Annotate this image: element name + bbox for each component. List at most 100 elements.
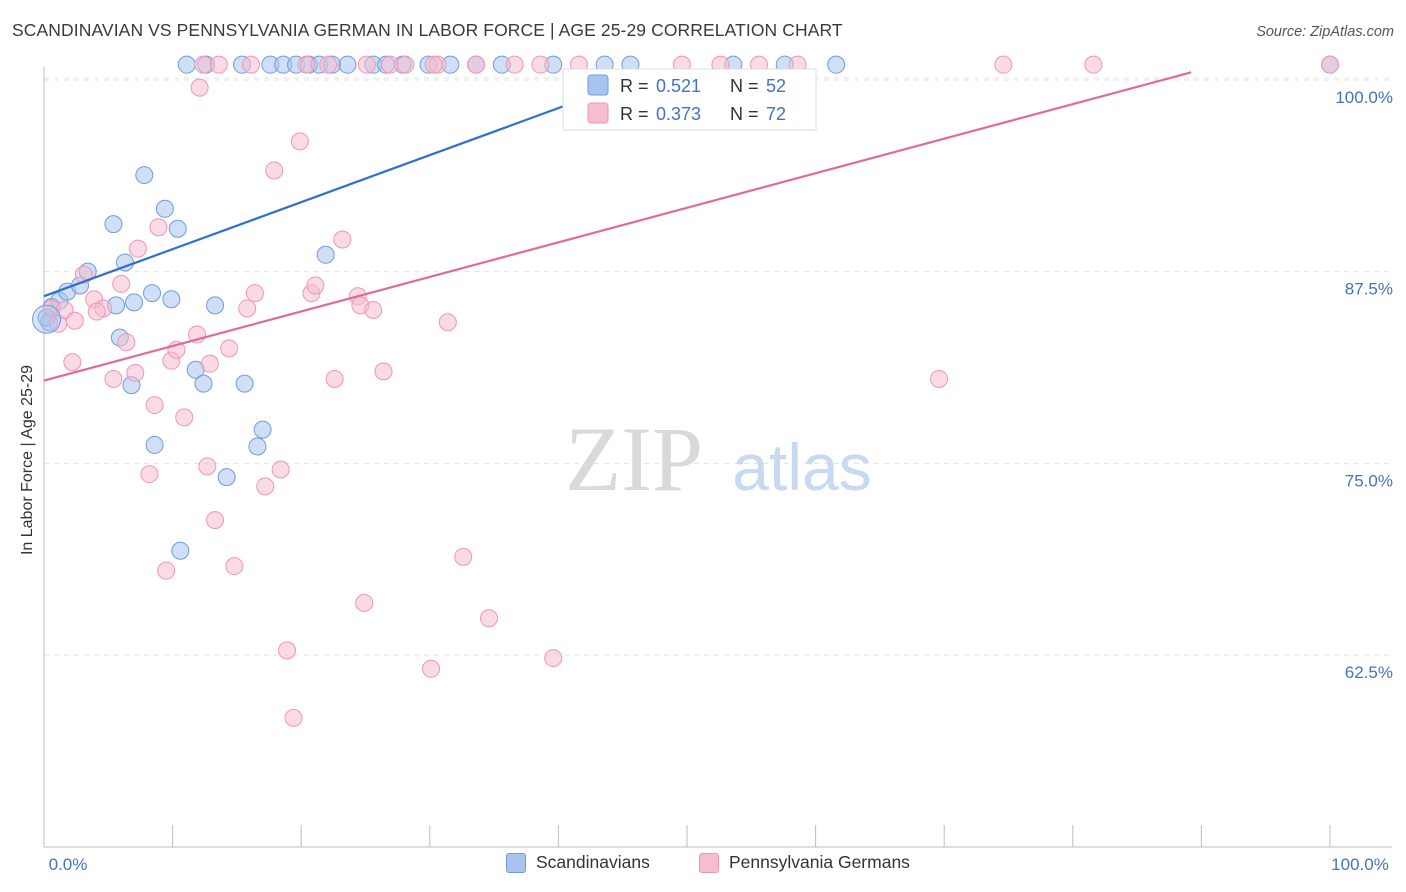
- data-points: [32, 55, 1339, 727]
- watermark: ZIP atlas: [565, 408, 872, 510]
- point-pennsylvania-germans: [357, 55, 376, 74]
- point-pennsylvania-germans: [1084, 55, 1103, 74]
- y-tick-label: 100.0%: [1335, 88, 1393, 107]
- point-pennsylvania-germans: [245, 284, 264, 303]
- point-pennsylvania-germans: [126, 363, 145, 382]
- point-pennsylvania-germans: [145, 396, 164, 415]
- trend-line-pennsylvania-germans: [43, 71, 1192, 382]
- point-pennsylvania-germans: [380, 55, 399, 74]
- point-pennsylvania-germans: [333, 230, 352, 249]
- point-scandinavians: [248, 437, 267, 456]
- point-scandinavians: [155, 199, 174, 218]
- point-pennsylvania-germans: [238, 299, 257, 318]
- inset-n-value-1: 52: [766, 76, 786, 96]
- point-pennsylvania-germans: [396, 55, 415, 74]
- point-pennsylvania-germans: [157, 561, 176, 580]
- inset-n-label-2: N =: [730, 104, 759, 124]
- point-scandinavians: [827, 55, 846, 74]
- point-pennsylvania-germans: [206, 511, 225, 530]
- point-pennsylvania-germans: [531, 55, 550, 74]
- point-pennsylvania-germans: [175, 408, 194, 427]
- trend-lines: [43, 71, 1192, 382]
- y-tick-label: 87.5%: [1345, 280, 1393, 299]
- inset-r-value-2: 0.373: [656, 104, 701, 124]
- point-scandinavians: [253, 420, 272, 439]
- point-pennsylvania-germans: [112, 274, 131, 293]
- point-scandinavians: [135, 166, 154, 185]
- point-pennsylvania-germans: [190, 78, 209, 97]
- point-scandinavians: [217, 468, 236, 487]
- point-pennsylvania-germans: [128, 239, 147, 258]
- point-scandinavians: [316, 245, 335, 264]
- point-pennsylvania-germans: [265, 161, 284, 180]
- point-pennsylvania-germans: [467, 55, 486, 74]
- point-pennsylvania-germans: [364, 301, 383, 319]
- legend-item-scandinavians[interactable]: Scandinavians: [506, 852, 650, 873]
- source-label: Source: ZipAtlas.com: [1256, 24, 1394, 40]
- legend-swatch-scandinavians: [506, 852, 526, 873]
- point-pennsylvania-germans: [325, 370, 344, 388]
- point-scandinavians: [338, 55, 357, 74]
- point-scandinavians: [145, 435, 164, 454]
- point-pennsylvania-germans: [87, 302, 106, 321]
- point-pennsylvania-germans: [297, 55, 316, 74]
- point-pennsylvania-germans: [438, 313, 457, 332]
- grid-lines: [44, 77, 1392, 656]
- point-pennsylvania-germans: [479, 609, 498, 628]
- axes: [43, 67, 1392, 848]
- inset-r-label-2: R =: [620, 104, 649, 124]
- point-pennsylvania-germans: [278, 641, 297, 660]
- legend-item-pennsylvania-germans[interactable]: Pennsylvania Germans: [699, 852, 910, 873]
- point-pennsylvania-germans: [319, 55, 338, 74]
- point-scandinavians-cluster: [32, 304, 62, 334]
- point-pennsylvania-germans: [194, 55, 213, 74]
- tick-labels: 100.0% 87.5% 75.0% 62.5% 0.0% 100.0%: [49, 88, 1393, 874]
- point-pennsylvania-germans: [63, 353, 82, 372]
- x-tick-label-min: 0.0%: [49, 855, 88, 874]
- y-tick-label: 75.0%: [1345, 471, 1393, 490]
- point-pennsylvania-germans: [149, 218, 168, 237]
- point-pennsylvania-germans: [544, 649, 563, 668]
- point-pennsylvania-germans: [200, 354, 219, 373]
- legend-label-scandinavians: Scandinavians: [536, 852, 650, 872]
- inset-n-value-2: 72: [766, 104, 786, 124]
- point-scandinavians: [125, 293, 144, 312]
- legend-label-pennsylvania-germans: Pennsylvania Germans: [729, 852, 910, 872]
- point-pennsylvania-germans: [209, 55, 228, 74]
- point-pennsylvania-germans: [994, 55, 1013, 74]
- point-pennsylvania-germans: [454, 547, 473, 566]
- point-pennsylvania-germans: [140, 465, 159, 484]
- point-scandinavians: [177, 55, 196, 74]
- point-scandinavians: [194, 374, 213, 393]
- point-pennsylvania-germans: [290, 132, 309, 151]
- point-pennsylvania-germans: [930, 370, 949, 388]
- point-pennsylvania-germans: [65, 311, 84, 330]
- x-tick-label-max: 100.0%: [1331, 855, 1389, 874]
- point-scandinavians: [171, 541, 190, 560]
- point-pennsylvania-germans: [422, 659, 441, 678]
- point-pennsylvania-germans: [117, 333, 136, 352]
- point-scandinavians: [143, 284, 162, 303]
- point-scandinavians: [168, 219, 187, 238]
- point-pennsylvania-germans: [256, 477, 275, 496]
- point-scandinavians: [235, 374, 254, 393]
- point-pennsylvania-germans: [284, 708, 303, 727]
- point-pennsylvania-germans: [242, 55, 261, 74]
- watermark-zip: ZIP: [565, 408, 703, 510]
- inset-swatch-scandinavians: [587, 74, 609, 96]
- point-pennsylvania-germans: [306, 276, 325, 295]
- inset-swatch-pennsylvania-germans: [587, 102, 609, 124]
- legend-swatch-pennsylvania-germans: [699, 852, 719, 873]
- inset-r-label-1: R =: [620, 76, 649, 96]
- chart-title: SCANDINAVIAN VS PENNSYLVANIA GERMAN IN L…: [12, 20, 843, 40]
- point-pennsylvania-germans: [355, 593, 374, 612]
- point-pennsylvania-germans: [1321, 55, 1339, 74]
- bottom-legend: Scandinavians Pennsylvania Germans: [0, 852, 1406, 876]
- trend-line-scandinavians: [43, 71, 657, 298]
- point-pennsylvania-germans: [374, 362, 393, 381]
- point-pennsylvania-germans: [104, 370, 123, 388]
- watermark-atlas: atlas: [732, 430, 871, 504]
- point-pennsylvania-germans: [271, 460, 290, 479]
- point-scandinavians: [162, 290, 181, 309]
